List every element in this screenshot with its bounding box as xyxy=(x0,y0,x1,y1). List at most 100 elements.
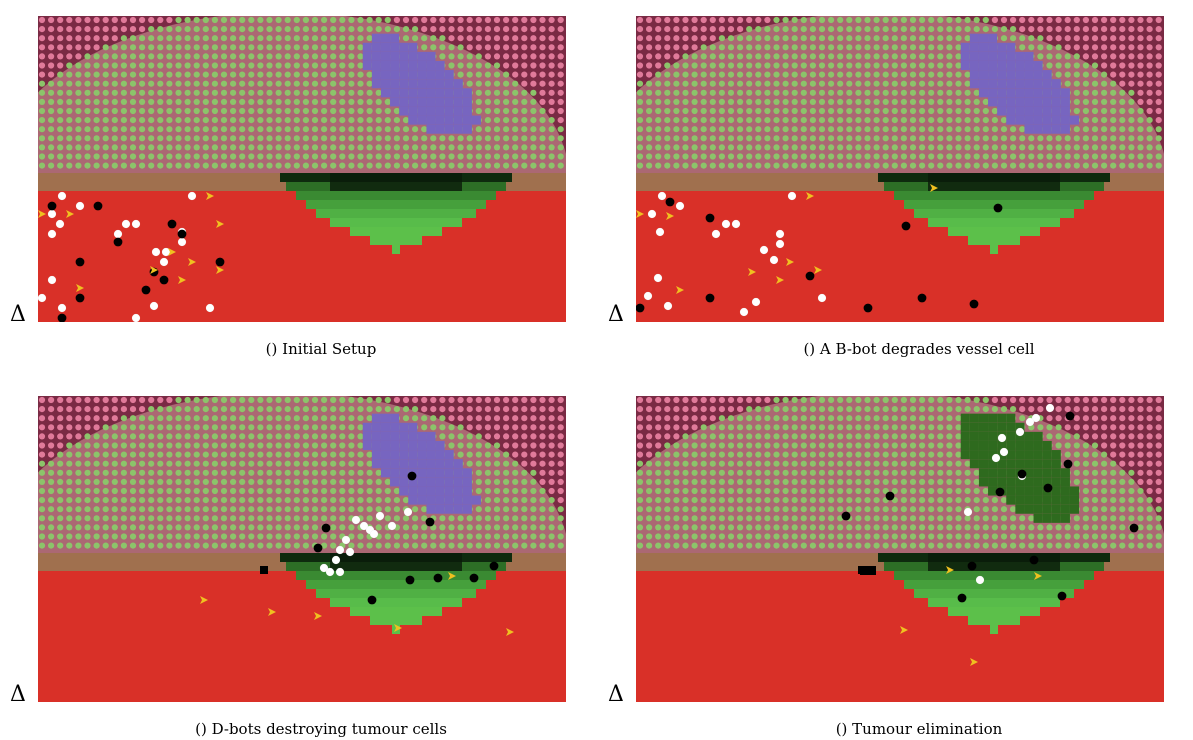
tumour-core-cell xyxy=(1060,106,1070,116)
tumour-zone-cell xyxy=(230,415,237,422)
tissue-cell xyxy=(655,53,662,60)
tumour-zone-cell xyxy=(548,533,555,540)
black-bot xyxy=(1029,555,1039,565)
tumour-zone-cell xyxy=(1082,469,1089,476)
tumour-zone-cell xyxy=(818,89,826,96)
tissue-cell xyxy=(129,26,137,33)
tumour-zone-cell xyxy=(837,487,844,495)
tumour-zone-cell xyxy=(964,153,971,160)
tumour-core-cell xyxy=(417,468,427,478)
tumour-zone-cell xyxy=(120,35,127,42)
tumour-zone-cell xyxy=(84,89,91,96)
tissue-cell xyxy=(503,406,510,413)
tumour-zone-cell xyxy=(257,80,264,87)
tumour-zone-cell xyxy=(339,451,346,458)
tumour-zone-cell xyxy=(311,162,319,169)
tumour-zone-cell xyxy=(991,107,998,115)
tumour-zone-cell xyxy=(673,451,680,458)
tumour-zone-cell xyxy=(900,162,907,169)
tumour-zone-cell xyxy=(782,89,789,96)
tumour-zone-cell xyxy=(691,107,698,115)
tumour-zone-cell xyxy=(909,26,917,33)
tumour-zone-cell xyxy=(157,542,164,549)
tumour-core-cell xyxy=(399,431,409,441)
tumour-zone-cell xyxy=(937,515,944,522)
tumour-zone-cell xyxy=(782,62,789,69)
tumour-zone-cell xyxy=(284,35,291,42)
tumour-zone-cell xyxy=(230,442,237,449)
tumour-zone-cell xyxy=(139,89,146,96)
tissue-cell xyxy=(557,415,564,422)
tumour-zone-cell xyxy=(384,98,391,105)
tumour-zone-cell xyxy=(782,107,789,115)
tumour-zone-cell xyxy=(764,442,771,449)
tumour-zone-cell xyxy=(193,497,200,504)
tumour-zone-cell xyxy=(184,80,191,87)
tumour-zone-cell xyxy=(1000,506,1008,513)
tumour-zone-cell xyxy=(746,53,753,60)
tumour-zone-cell xyxy=(837,406,844,413)
tissue-cell xyxy=(655,26,662,33)
tumour-zone-cell xyxy=(311,16,319,24)
tumour-zone-cell xyxy=(84,487,91,495)
tumour-core-cell xyxy=(988,97,998,107)
tissue-cell xyxy=(539,469,546,476)
tumour-zone-cell xyxy=(1137,117,1144,124)
tissue-cell xyxy=(664,26,671,33)
tumour-zone-cell xyxy=(1137,144,1144,151)
tumour-core-cell xyxy=(408,459,418,469)
tumour-zone-cell xyxy=(855,497,862,504)
tissue-cell xyxy=(102,415,109,422)
tumour-zone-cell xyxy=(1055,442,1062,449)
tumour-zone-cell xyxy=(321,487,328,495)
tumour-zone-cell xyxy=(1119,515,1126,522)
dead-tumour-cell xyxy=(1033,504,1043,514)
tumour-zone-cell xyxy=(157,497,164,504)
tumour-zone-cell xyxy=(202,98,209,105)
tumour-zone-cell xyxy=(111,153,118,160)
tumour-zone-cell xyxy=(293,126,300,133)
tumour-zone-cell xyxy=(773,406,780,413)
tumour-zone-cell xyxy=(311,89,319,96)
tumour-zone-cell xyxy=(773,53,780,60)
tumour-zone-cell xyxy=(120,451,127,458)
tumour-zone-cell xyxy=(184,153,191,160)
tumour-zone-cell xyxy=(928,533,935,540)
tissue-cell xyxy=(484,396,491,404)
tumour-zone-cell xyxy=(982,16,989,24)
tumour-zone-cell xyxy=(211,98,218,105)
tumour-zone-cell xyxy=(248,415,255,422)
tumour-zone-cell xyxy=(746,415,753,422)
tumour-zone-cell xyxy=(928,26,935,33)
dead-tumour-cell xyxy=(1051,486,1061,496)
tissue-cell xyxy=(139,396,146,404)
tumour-zone-cell xyxy=(673,135,680,142)
tumour-zone-cell xyxy=(275,162,282,169)
tumour-zone-cell xyxy=(782,126,789,133)
tumour-zone-cell xyxy=(1073,542,1080,549)
tumour-zone-cell xyxy=(284,153,291,160)
tumour-zone-cell xyxy=(530,506,537,513)
tumour-zone-cell xyxy=(430,424,437,431)
tumour-zone-cell xyxy=(175,524,182,531)
tumour-zone-cell xyxy=(129,433,137,440)
tumour-zone-cell xyxy=(220,126,228,133)
white-bot xyxy=(341,535,351,545)
tissue-cell xyxy=(1082,424,1089,431)
tissue-cell xyxy=(512,71,519,78)
tumour-zone-cell xyxy=(919,126,926,133)
tumour-core-cell xyxy=(1033,97,1043,107)
tumour-zone-cell xyxy=(1091,135,1099,142)
tumour-zone-cell xyxy=(655,126,662,133)
tumour-core-cell xyxy=(399,422,409,432)
tumour-zone-cell xyxy=(275,80,282,87)
tumour-zone-cell xyxy=(366,80,373,87)
tumour-zone-cell xyxy=(129,533,137,540)
tumour-zone-cell xyxy=(1055,144,1062,151)
tissue-cell xyxy=(521,451,528,458)
tumour-zone-cell xyxy=(402,515,410,522)
tumour-zone-cell xyxy=(503,542,510,549)
tumour-zone-cell xyxy=(48,478,55,485)
tumour-zone-cell xyxy=(909,396,917,404)
tissue-cell xyxy=(38,442,46,449)
